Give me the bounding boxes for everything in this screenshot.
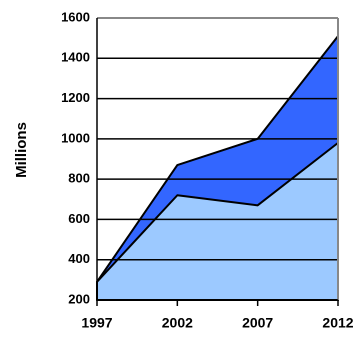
y-tick-label: 1000 [61, 130, 90, 145]
y-tick-label: 1200 [61, 90, 90, 105]
y-tick-label: 400 [68, 251, 90, 266]
x-tick-label: 2002 [162, 315, 193, 331]
x-tick-label: 2007 [242, 315, 273, 331]
y-tick-label: 1400 [61, 50, 90, 65]
y-axis-label: Millions [13, 122, 30, 178]
y-tick-label: 600 [68, 211, 90, 226]
y-tick-label: 200 [68, 291, 90, 306]
x-tick-label: 1997 [81, 315, 112, 331]
y-tick-label: 800 [68, 171, 90, 186]
x-tick-label: 2012 [322, 315, 353, 331]
y-tick-label: 1600 [61, 9, 90, 24]
